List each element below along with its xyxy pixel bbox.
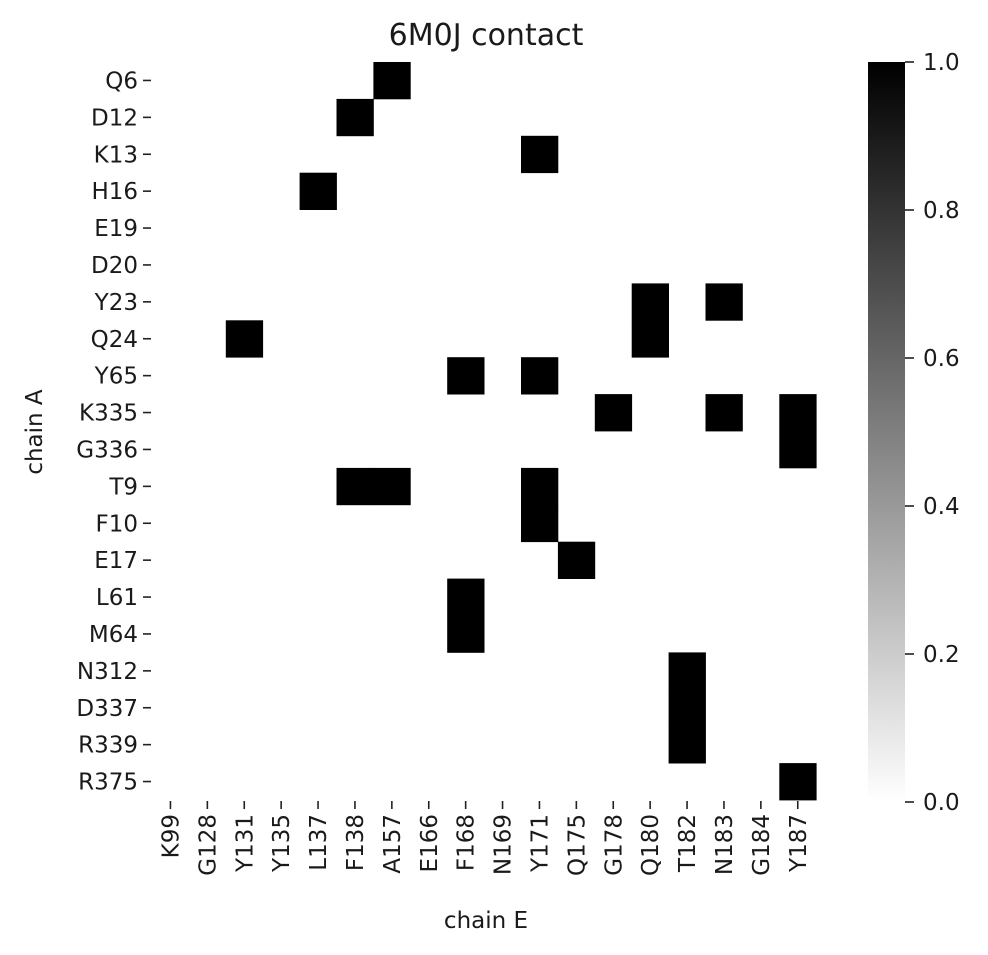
heatmap-cell-K335-Y187 <box>779 394 817 432</box>
heatmap-cell-Q24-Q180 <box>631 320 669 358</box>
heatmap-cell-T9-F138 <box>336 467 374 506</box>
heatmap-cell-K335-N183 <box>705 394 743 432</box>
y-axis-label: chain A <box>22 389 48 475</box>
x-axis-ticks: K99 G128 Y131 Y135 L137 F138 A157 E166 F168 N169 Y… <box>158 801 812 876</box>
x-tick-label: K99 <box>158 814 184 858</box>
colorbar-tick-label: 0.4 <box>923 494 960 520</box>
x-tick-label: Y131 <box>232 814 258 873</box>
heatmap-cell-H16-L137 <box>299 172 337 210</box>
y-tick-label: R375 <box>78 770 138 796</box>
x-tick-label: A157 <box>380 814 406 874</box>
x-tick-label: G184 <box>749 814 775 876</box>
colorbar-tick-label: 0.0 <box>923 790 960 816</box>
y-tick-label: E19 <box>94 216 138 242</box>
heatmap-cell-D12-F138 <box>336 98 374 137</box>
heatmap-cell-Y65-Y171 <box>521 357 559 395</box>
heatmap-cells <box>225 62 817 801</box>
x-tick-label: Q180 <box>638 814 664 876</box>
y-tick-label: Y23 <box>94 290 138 316</box>
heatmap-cell-Q6-A157 <box>373 62 411 100</box>
heatmap-cell-F10-Y171 <box>521 504 559 543</box>
y-tick-label: Q24 <box>91 327 138 353</box>
y-tick-label: D12 <box>91 105 138 131</box>
colorbar-gradient <box>868 62 905 802</box>
y-tick-label: T9 <box>108 474 138 500</box>
x-tick-label: Y187 <box>786 814 812 873</box>
y-tick-label: L61 <box>96 585 138 611</box>
y-tick-label: Y65 <box>94 364 138 390</box>
y-axis-ticks: Q6 D12 K13 H16 E19 D20 Y23 Q24 Y65 K335 G336 T9 F10 E… <box>76 68 151 796</box>
y-tick-label: N312 <box>77 659 138 685</box>
y-tick-label: D337 <box>76 696 138 722</box>
heatmap-cell-Y65-F168 <box>447 357 485 395</box>
x-axis-label: chain E <box>444 908 528 934</box>
x-tick-label: F138 <box>343 814 369 871</box>
y-tick-label: M64 <box>89 622 138 648</box>
colorbar-tick-label: 1.0 <box>923 50 960 76</box>
heatmap-cell-Q24-Y131 <box>225 320 264 358</box>
colorbar-tick-label: 0.8 <box>923 198 960 224</box>
x-tick-label: Y171 <box>527 814 553 873</box>
heatmap-cell-R339-T182 <box>668 726 706 764</box>
heatmap-cell-G336-Y187 <box>779 431 817 469</box>
heatmap-cell-N312-T182 <box>668 652 706 690</box>
colorbar-tick-label: 0.6 <box>923 346 960 372</box>
heatmap-cell-M64-F168 <box>447 615 485 653</box>
x-tick-label: L137 <box>306 814 332 871</box>
x-tick-label: N183 <box>712 814 738 875</box>
y-tick-label: Q6 <box>105 68 138 94</box>
x-tick-label: T182 <box>675 814 701 873</box>
x-tick-label: N169 <box>491 814 517 875</box>
y-tick-label: H16 <box>91 179 138 205</box>
heatmap-cell-K335-G178 <box>594 394 633 432</box>
x-tick-label: E166 <box>417 814 443 872</box>
x-tick-label: F168 <box>454 814 480 871</box>
colorbar-tick-label: 0.2 <box>923 642 960 668</box>
x-tick-label: Y135 <box>269 814 295 873</box>
x-tick-label: G178 <box>601 814 627 876</box>
chart-title: 6M0J contact <box>389 18 584 53</box>
y-tick-label: K13 <box>94 142 138 168</box>
heatmap-cell-T9-A157 <box>373 467 411 506</box>
y-tick-label: F10 <box>96 511 139 537</box>
x-tick-label: Q175 <box>564 814 590 876</box>
y-tick-label: K335 <box>79 401 138 427</box>
colorbar-ticks: 0.0 0.2 0.4 0.6 0.8 1.0 <box>905 50 960 816</box>
colorbar: 0.0 0.2 0.4 0.6 0.8 1.0 <box>868 50 960 816</box>
heatmap-cell-K13-Y171 <box>521 135 559 174</box>
x-tick-label: G128 <box>195 814 221 876</box>
y-tick-label: R339 <box>78 733 138 759</box>
y-tick-label: D20 <box>91 253 138 279</box>
heatmap-cell-D337-T182 <box>668 689 706 727</box>
heatmap-cell-E17-Q175 <box>557 541 596 579</box>
heatmap-cell-Y23-N183 <box>705 283 743 321</box>
heatmap-cell-T9-Y171 <box>521 467 559 506</box>
heatmap-cell-Y23-Q180 <box>631 283 669 321</box>
heatmap-cell-L61-F168 <box>447 578 485 616</box>
y-tick-label: E17 <box>94 548 138 574</box>
heatmap-cell-R375-Y187 <box>779 763 817 801</box>
y-tick-label: G336 <box>76 437 138 463</box>
